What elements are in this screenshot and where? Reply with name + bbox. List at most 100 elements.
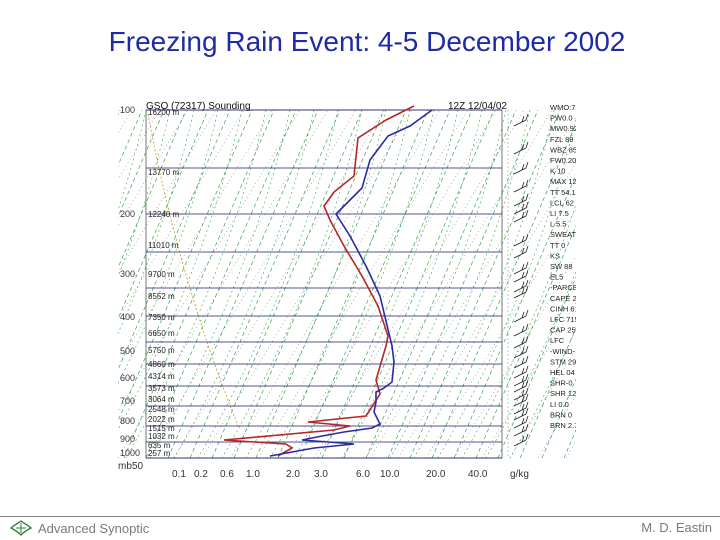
- pressure-tick-label: 800: [120, 416, 135, 426]
- wind-barb-flag: [521, 287, 525, 295]
- wind-barb: [513, 355, 529, 369]
- wind-barb: [513, 179, 529, 193]
- height-tick-label: 2022 m: [148, 415, 175, 424]
- wind-barb-staff: [513, 371, 527, 379]
- wind-barb-staff: [513, 199, 527, 207]
- wind-barb-staff: [513, 351, 527, 359]
- height-tick-label: 257 m: [148, 449, 171, 458]
- wind-barb: [513, 141, 529, 155]
- wind-barb: [513, 261, 529, 275]
- stability-index-entry: EL5: [550, 273, 563, 282]
- wind-barb-flag: [525, 209, 529, 217]
- wind-barb-staff: [513, 385, 527, 393]
- wind-barb-staff: [513, 399, 527, 407]
- pressure-tick-label: 900: [120, 434, 135, 444]
- wind-barb-flag: [521, 389, 525, 397]
- height-tick-label: 13770 m: [148, 168, 179, 177]
- wind-barb-column: [507, 110, 529, 458]
- wind-barb-staff: [513, 361, 527, 369]
- wind-barb-flag: [525, 113, 529, 121]
- stability-index-entry: LI 7.5: [550, 209, 569, 218]
- height-tick-label: 6650 m: [148, 329, 175, 338]
- wind-barb-flag: [525, 309, 529, 317]
- footer-divider: [0, 516, 720, 517]
- pressure-tick-label: 300: [120, 269, 135, 279]
- stability-index-entry: KS: [550, 251, 560, 260]
- mixing-ratio-label: 1.0: [246, 469, 260, 480]
- mixing-ratio-label: 6.0: [356, 469, 370, 480]
- wind-barb-staff: [513, 267, 527, 275]
- mixing-ratio-line: [541, 378, 576, 459]
- wind-barb: [513, 279, 529, 293]
- pressure-unit-label: mb: [118, 461, 132, 472]
- wind-barb-staff: [513, 393, 527, 401]
- pressure-tick-label: 1000: [120, 448, 140, 458]
- wind-barb: [513, 335, 529, 349]
- wind-barb-flag: [521, 281, 525, 289]
- mixing-ratio-label: 0.2: [194, 469, 208, 480]
- stability-index-entry: SHR-0: [550, 379, 573, 388]
- wind-barb-staff: [513, 407, 527, 415]
- wind-barb-flag: [525, 345, 529, 353]
- height-tick-label: 2548 m: [148, 405, 175, 414]
- mixing-ratio-line: [475, 225, 576, 459]
- stability-index-entry: LFC 715: [550, 315, 576, 324]
- wind-barb-flag: [525, 433, 529, 441]
- wind-barb: [513, 415, 529, 429]
- stability-index-entry: BRN 0: [550, 410, 572, 419]
- wind-barb-flag: [521, 357, 525, 365]
- wind-barb-flag: [521, 347, 525, 355]
- height-tick-label: 11010 m: [148, 241, 179, 250]
- stability-index-entry: -WIND-: [550, 347, 575, 356]
- stability-index-entry: MAX 12.7: [550, 177, 576, 186]
- stability-index-entry: WMO:72317: [550, 103, 576, 112]
- leaf-emblem-icon: [10, 520, 32, 536]
- footer-left: Advanced Synoptic: [10, 519, 149, 537]
- wind-barb: [513, 365, 529, 379]
- wind-barb-flag: [521, 325, 525, 333]
- wind-barb: [513, 407, 529, 421]
- wind-barb-flag: [521, 247, 525, 255]
- mixing-ratio-line: [519, 327, 576, 459]
- wind-barb-staff: [513, 275, 527, 283]
- wind-barb-flag: [525, 393, 529, 401]
- wind-barb-staff: [513, 239, 527, 247]
- wind-barb-staff: [513, 291, 527, 299]
- wind-barb-flag: [525, 201, 529, 209]
- pressure-tick-label: 200: [120, 209, 135, 219]
- mixing-ratio-label: 0.6: [220, 469, 234, 480]
- height-tick-label: 3573 m: [148, 384, 175, 393]
- wind-barb-flag: [525, 401, 529, 409]
- stability-index-entry: SHR 12: [550, 389, 576, 398]
- stability-index-entry: -PARCEL-: [550, 283, 576, 292]
- mixing-ratio-label: 2.0: [286, 469, 300, 480]
- stability-index-entry: TT 54.1: [550, 188, 576, 197]
- height-tick-label: 4860 m: [148, 360, 175, 369]
- mixing-ratio-line: [453, 174, 576, 459]
- wind-barb: [513, 233, 529, 247]
- stability-index-entry: SW 88: [550, 262, 573, 271]
- height-tick-label: 16200 m: [148, 108, 179, 117]
- wind-barb-staff: [513, 329, 527, 337]
- wind-barb-staff: [513, 167, 527, 175]
- stability-index-entry: BRN 2.7: [550, 421, 576, 430]
- skew-t-plot: GSO (72317) Sounding 12Z 12/04/02 mb 50 …: [118, 96, 576, 482]
- wind-barb-flag: [525, 355, 529, 363]
- stability-index-entry: LI 0.0: [550, 400, 569, 409]
- stability-index-entry: TT 0: [550, 241, 565, 250]
- wind-barb: [513, 373, 529, 387]
- wind-barb: [513, 323, 529, 337]
- wind-barb-flag: [521, 181, 525, 189]
- wind-barb-flag: [521, 395, 525, 403]
- wind-barb-flag: [525, 279, 529, 287]
- wind-barb-staff: [513, 439, 527, 447]
- wind-barb-flag: [521, 195, 525, 203]
- stability-index-entry: CAPE 25: [550, 294, 576, 303]
- wind-barb-flag: [525, 245, 529, 253]
- profile-layer: [223, 105, 433, 457]
- wind-barb: [513, 269, 529, 283]
- wind-barb: [513, 285, 529, 299]
- mixing-ratio-label: 0.1: [172, 469, 186, 480]
- wind-barb-flag: [525, 233, 529, 241]
